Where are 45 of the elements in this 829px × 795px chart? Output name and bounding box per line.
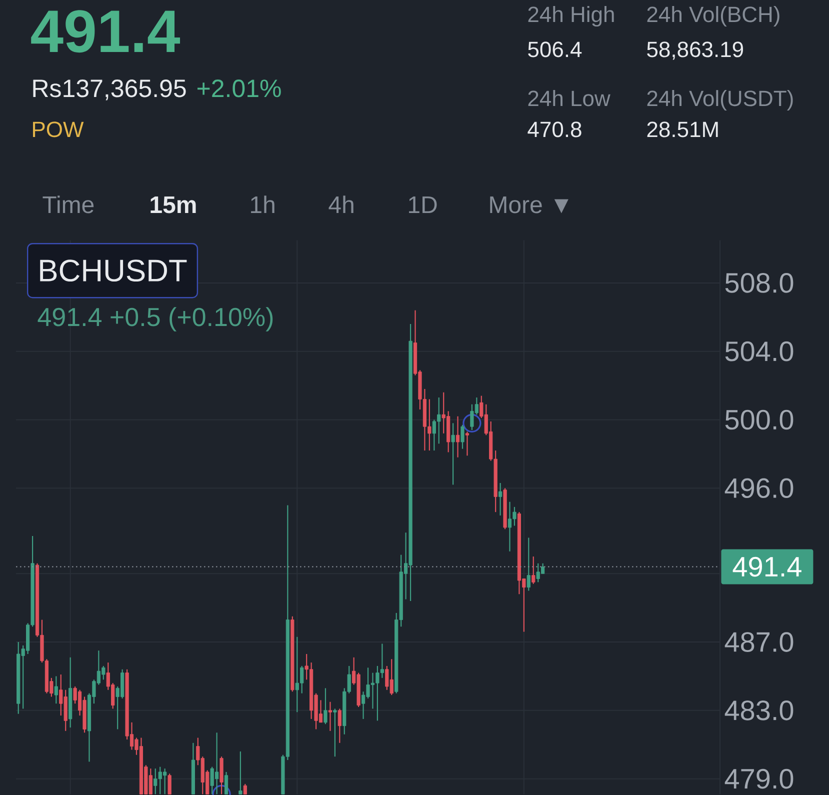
candlestick bbox=[333, 708, 337, 758]
candlestick bbox=[460, 424, 464, 450]
y-tick-label: 496.0 bbox=[724, 478, 794, 498]
candlestick bbox=[451, 422, 455, 486]
y-tick-label: 483.0 bbox=[724, 700, 794, 720]
candlestick bbox=[220, 756, 224, 795]
text: 24h High bbox=[528, 6, 614, 27]
text: 58,863.19 bbox=[647, 42, 744, 60]
text: 506.4 bbox=[528, 42, 582, 58]
candlestick bbox=[532, 556, 536, 584]
candlestick bbox=[238, 750, 242, 795]
candlestick bbox=[328, 701, 332, 732]
text: 470.8 bbox=[528, 122, 582, 138]
text: +2.01% bbox=[197, 80, 281, 98]
text: 28.51M bbox=[647, 122, 718, 138]
text: POW bbox=[33, 122, 84, 138]
chart-title: BCHUSDT bbox=[40, 260, 187, 282]
text: 491.4 +0.5 (+0.10%) bbox=[38, 307, 273, 332]
y-tick-label: 500.0 bbox=[725, 410, 794, 430]
y-tick-label: 508.0 bbox=[725, 273, 794, 293]
text: 24h Vol(BCH) bbox=[647, 6, 780, 27]
text: Rs137,365.95 bbox=[33, 80, 186, 100]
candlestick bbox=[54, 676, 58, 704]
text: 1h bbox=[251, 196, 274, 213]
candlestick bbox=[498, 482, 502, 516]
text: Time bbox=[42, 196, 94, 214]
y-tick-label: 479.0 bbox=[724, 768, 794, 789]
text: 24h Low bbox=[528, 90, 610, 106]
y-tick-label: 487.0 bbox=[724, 632, 794, 652]
text: 491.4 bbox=[31, 10, 180, 53]
y-tick-label: 504.0 bbox=[725, 341, 794, 362]
text: 15m bbox=[150, 196, 196, 214]
candlestick bbox=[243, 783, 247, 795]
ref-line-label: 491.4 bbox=[732, 556, 802, 577]
candlestick bbox=[465, 431, 470, 456]
candlestick bbox=[224, 771, 228, 795]
text: 1D bbox=[409, 196, 437, 213]
text: 24h Vol(USDT) bbox=[647, 90, 793, 111]
candlestick bbox=[456, 416, 460, 458]
candlestick bbox=[324, 688, 328, 725]
text: More ▼ bbox=[490, 196, 568, 214]
candlestick bbox=[526, 537, 530, 592]
text: 4h bbox=[328, 196, 354, 213]
candlestick bbox=[168, 773, 172, 795]
candlestick bbox=[338, 708, 342, 744]
